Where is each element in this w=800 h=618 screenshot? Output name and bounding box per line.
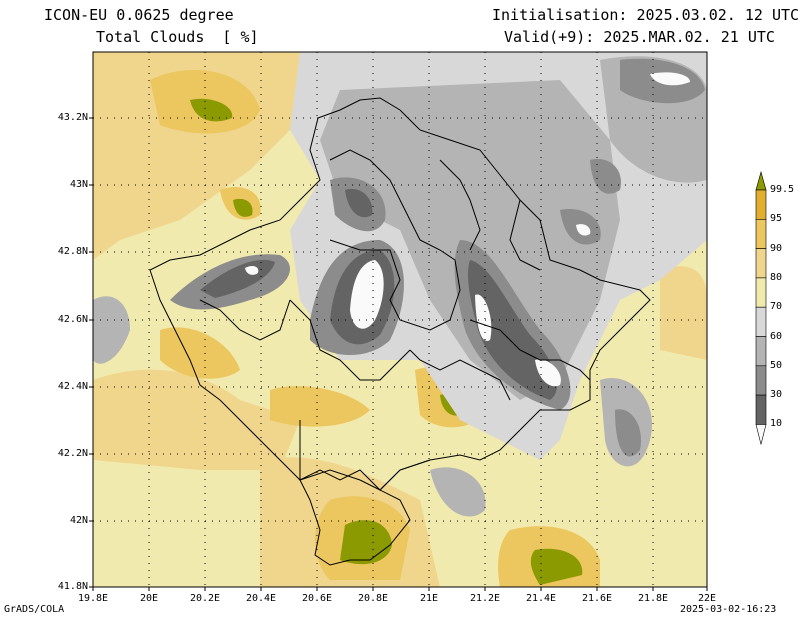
lon-tick-label: 21.6E — [581, 593, 613, 604]
colorbar-swatch — [755, 189, 767, 220]
lon-tick-label: 20.4E — [245, 593, 277, 604]
lat-tick-label: 42.6N — [57, 314, 88, 325]
colorbar-level-label: 80 — [770, 271, 783, 283]
lat-tick-label: 42N — [69, 515, 88, 526]
colorbar-level-label: 90 — [770, 242, 783, 254]
lat-tick-label: 42.8N — [57, 246, 88, 257]
lon-tick-label: 20.8E — [357, 593, 389, 604]
lon-tick-label: 20E — [139, 593, 159, 604]
init-time: Initialisation: 2025.03.02. 12 UTC — [492, 6, 800, 24]
colorbar-level-label: 50 — [770, 359, 783, 371]
lat-tick-label: 41.8N — [57, 581, 88, 592]
lat-tick-label: 43.2N — [57, 112, 88, 123]
colorbar-swatch — [755, 424, 767, 445]
colorbar-level-label: 60 — [770, 330, 783, 342]
footer-timestamp: 2025-03-02-16:23 — [680, 604, 777, 615]
cloud-field — [93, 52, 707, 587]
colorbar-swatch — [755, 170, 767, 191]
lon-tick-label: 21E — [419, 593, 439, 604]
lat-tick-label: 43N — [69, 179, 88, 190]
gridlines — [93, 52, 707, 587]
colorbar-level-label: 70 — [770, 301, 783, 313]
colorbar-swatch — [755, 365, 767, 396]
lat-tick-label: 42.2N — [57, 448, 88, 459]
colorbar-swatch — [755, 248, 767, 279]
colorbar-level-label: 95 — [770, 213, 783, 225]
footer-software: GrADS/COLA — [4, 604, 65, 615]
colorbar-swatch — [755, 394, 767, 425]
colorbar-swatch — [755, 277, 767, 308]
lon-tick-label: 20.2E — [189, 593, 221, 604]
lat-tick-label: 42.4N — [57, 381, 88, 392]
lon-tick-label: 21.2E — [469, 593, 501, 604]
lon-tick-label: 22E — [697, 593, 717, 604]
borders — [149, 97, 651, 566]
axis-ticks — [89, 117, 708, 591]
colorbar-level-label: 30 — [770, 389, 783, 401]
lon-tick-label: 21.4E — [525, 593, 557, 604]
lon-tick-label: 21.8E — [637, 593, 669, 604]
lon-tick-label: 20.6E — [301, 593, 333, 604]
colorbar-level-label: 99.5 — [770, 184, 795, 195]
colorbar-swatch — [755, 336, 767, 367]
model-title: ICON-EU 0.0625 degree — [44, 6, 234, 24]
colorbar-level-label: 10 — [770, 418, 783, 430]
valid-time: Valid(+9): 2025.MAR.02. 21 UTC — [504, 28, 775, 46]
colorbar — [755, 170, 767, 445]
lon-tick-label: 19.8E — [77, 593, 109, 604]
colorbar-swatch — [755, 306, 767, 337]
variable-title: Total Clouds [ %] — [96, 28, 259, 46]
colorbar-swatch — [755, 219, 767, 249]
